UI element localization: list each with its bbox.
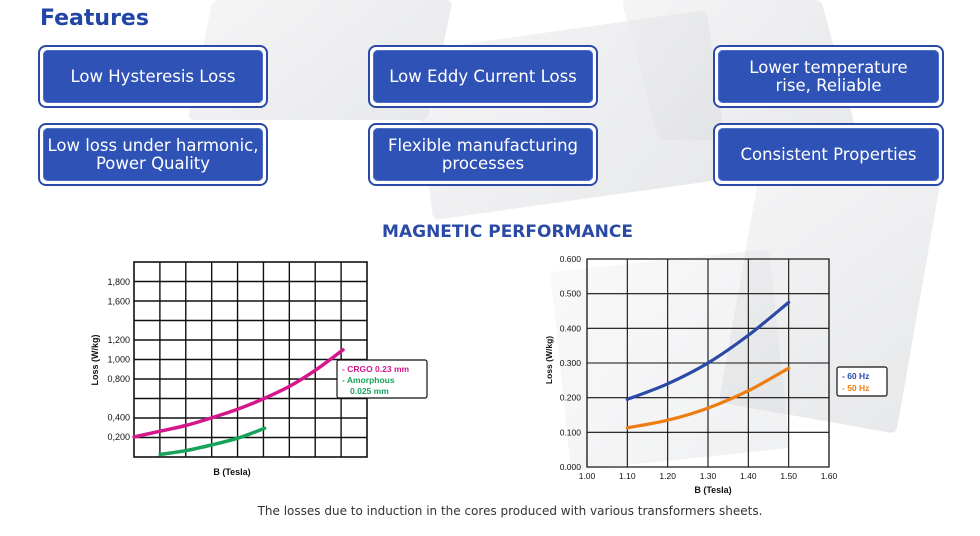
y-tick-label: 0,200 xyxy=(107,432,130,442)
legend-item-amorphous: - Amorphous xyxy=(342,375,395,385)
feature-label: Low Eddy Current Loss xyxy=(373,50,593,103)
y-tick-label: 1,000 xyxy=(107,355,130,365)
y-tick-label: 0.300 xyxy=(560,358,582,368)
legend-item-50hz: - 50 Hz xyxy=(842,383,869,393)
y-tick-label: 0.400 xyxy=(560,323,582,333)
y-tick-label: 0,800 xyxy=(107,374,130,384)
series-line-amorphous xyxy=(158,426,267,457)
y-tick-label: 0.000 xyxy=(560,462,582,472)
x-tick-label: 1.40 xyxy=(740,471,757,481)
feature-button-consistent-properties[interactable]: Consistent Properties xyxy=(713,123,944,186)
legend-box xyxy=(336,359,428,399)
legend-box xyxy=(836,366,888,397)
chart-loss-frequency: 1.00 1.10 1.20 1.30 1.40 1.50 1.60 0.000 0.100 0.… xyxy=(544,254,888,495)
x-axis-label: B (Tesla) xyxy=(694,485,731,495)
legend-item-60hz: - 60 Hz xyxy=(842,371,869,381)
y-tick-label: 1,800 xyxy=(107,277,130,287)
legend-item-crgo: - CRGO 0.23 mm xyxy=(342,364,410,374)
y-tick-label: 0.100 xyxy=(560,427,582,437)
feature-button-lower-temperature[interactable]: Lower temperature rise, Reliable xyxy=(713,45,944,108)
feature-label: Low Hysteresis Loss xyxy=(43,50,263,103)
series-line-50hz xyxy=(625,366,791,430)
feature-label: Lower temperature rise, Reliable xyxy=(718,50,939,103)
x-axis-label: B (Tesla) xyxy=(213,467,250,477)
y-axis-label: Loss (W/kg) xyxy=(90,334,100,385)
x-tick-label: 1.50 xyxy=(780,471,797,481)
feature-button-low-hysteresis[interactable]: Low Hysteresis Loss xyxy=(38,45,268,108)
x-tick-label: 1.00 xyxy=(579,471,596,481)
magnetic-performance-title: MAGNETIC PERFORMANCE xyxy=(382,222,633,242)
features-title: Features xyxy=(40,6,149,31)
y-tick-label: 0,400 xyxy=(107,413,130,423)
x-tick-label: 1.10 xyxy=(619,471,636,481)
y-tick-label: 0.200 xyxy=(560,393,582,403)
feature-label: Consistent Properties xyxy=(718,128,939,181)
legend-item-amorphous-thickness: 0.025 mm xyxy=(350,386,389,396)
chart-caption: The losses due to induction in the cores… xyxy=(257,504,763,518)
feature-label: Low loss under harmonic, Power Quality xyxy=(43,128,263,181)
x-tick-label: 1.30 xyxy=(700,471,717,481)
feature-label: Flexible manufacturing processes xyxy=(373,128,593,181)
feature-button-low-loss-harmonic[interactable]: Low loss under harmonic, Power Quality xyxy=(38,123,268,186)
chart-loss-crgo-amorphous: 0,200 0,400 0,800 1,000 1,200 1,600 1,800 Loss … xyxy=(90,261,428,477)
y-tick-label: 1,200 xyxy=(107,335,130,345)
series-line-60hz xyxy=(625,300,791,401)
y-axis-label: Loss (W/kg) xyxy=(544,336,554,384)
x-tick-label: 1.60 xyxy=(821,471,838,481)
y-tick-label: 0.600 xyxy=(560,254,582,264)
y-tick-label: 0.500 xyxy=(560,289,582,299)
feature-button-low-eddy-current[interactable]: Low Eddy Current Loss xyxy=(368,45,598,108)
series-line-crgo xyxy=(132,348,345,439)
x-tick-label: 1.20 xyxy=(659,471,676,481)
feature-button-flexible-manufacturing[interactable]: Flexible manufacturing processes xyxy=(368,123,598,186)
y-tick-label: 1,600 xyxy=(107,296,130,306)
